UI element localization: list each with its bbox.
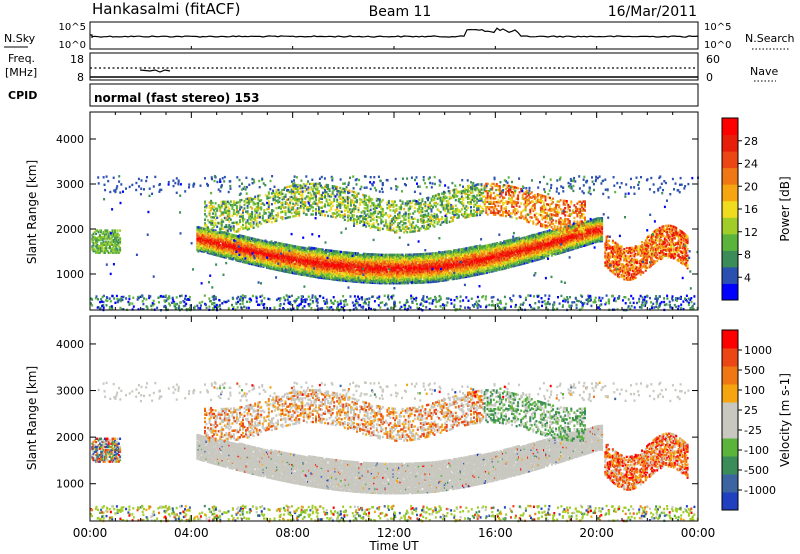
velocity-ylabel: Slant Range [km] [25,366,39,470]
velocity-colorbar-swatch [722,456,738,475]
noise-left-tick-top: 10^5 [59,22,86,33]
noise-right-tick-bottom: 10^0 [704,40,731,51]
beam-title: Beam 11 [369,4,432,20]
velocity-colorbar-swatch [722,330,738,349]
n-sky-label: N.Sky [4,32,36,45]
velocity-colorbar-swatch [722,474,738,493]
x-axis-label: Time UT [368,539,419,553]
nave-right-tick-top: 60 [706,53,720,66]
power-colorbar-swatch [722,134,738,152]
velocity-colorbar-tick: 100 [744,384,765,397]
velocity-colorbar-swatch [722,438,738,457]
power-colorbar-swatch [722,151,738,169]
freq-panel: Freq. [MHz] 18 8 60 0 Nave [5,52,778,84]
power-colorbar-tick: 28 [744,135,758,148]
velocity-colorbar-label: Velocity [m s-1] [778,373,792,467]
cpid-label: CPID [8,89,37,102]
power-colorbar-swatch [722,118,738,136]
power-ytick-label: 3000 [56,178,84,191]
power-ytick-label: 2000 [56,223,84,236]
noise-right-tick-top: 10^5 [704,22,731,33]
velocity-colorbar-swatch [722,384,738,403]
power-colorbar-tick: 4 [744,271,751,284]
x-tick-label: 08:00 [275,526,310,540]
power-colorbar-tick: 20 [744,180,758,193]
power-colorbar-swatch [722,184,738,202]
x-tick-label: 00:00 [681,526,716,540]
date-title: 16/Mar/2011 [608,4,697,20]
velocity-ytick-label: 4000 [56,338,84,351]
power-ytick-label: 1000 [56,268,84,281]
power-panel: 1000 2000 3000 4000 Slant Range [km] 28 24 20… [25,111,792,312]
power-colorbar-swatch [722,283,738,301]
power-colorbar-tick: 16 [744,203,758,216]
velocity-colorbar-swatch [722,348,738,367]
velocity-colorbar-tick: -25 [744,424,762,437]
x-tick-label: 00:00 [73,526,108,540]
power-colorbar-swatch [722,233,738,251]
freq-unit-label: [MHz] [5,66,37,79]
velocity-ytick-label: 1000 [56,478,84,491]
power-colorbar-swatch [722,217,738,235]
velocity-colorbar-swatch [722,492,738,511]
noise-left-tick-bottom: 10^0 [59,40,86,51]
power-colorbar-swatch [722,167,738,185]
power-colorbar-swatch [722,250,738,268]
velocity-ytick-label: 2000 [56,431,84,444]
x-tick-label: 04:00 [174,526,209,540]
power-colorbar-tick: 8 [744,249,751,262]
n-search-label: N.Search [745,32,795,45]
station-title: Hankasalmi (fitACF) [92,0,240,18]
velocity-colorbar-tick: 1000 [744,344,772,357]
freq-left-tick-bottom: 8 [77,71,84,84]
freq-label: Freq. [8,52,35,65]
x-tick-label: 16:00 [478,526,513,540]
velocity-colorbar-tick: -500 [744,464,769,477]
cpid-text: normal (fast stereo) 153 [94,91,260,105]
noise-panel: N.Sky 10^5 10^0 10^5 10^0 N.Search [4,21,795,51]
velocity-ytick-label: 3000 [56,385,84,398]
velocity-colorbar-tick: 500 [744,364,765,377]
nave-right-tick-bottom: 0 [706,71,713,84]
velocity-panel: 1000 2000 3000 4000 Slant Range [km] 1000 50… [25,315,792,523]
x-tick-label: 20:00 [579,526,614,540]
power-ytick-label: 4000 [56,133,84,146]
cpid-row: CPID normal (fast stereo) 153 [8,83,699,107]
power-colorbar-tick: 24 [744,158,758,171]
power-colorbar-swatch [722,266,738,284]
freq-left-tick-top: 18 [70,53,84,66]
velocity-colorbar-tick: 25 [744,404,758,417]
power-colorbar-tick: 12 [744,226,758,239]
velocity-colorbar-tick: -1000 [744,484,776,497]
velocity-colorbar-swatch [722,366,738,385]
power-colorbar-label: Power [dB] [778,176,792,241]
velocity-colorbar-swatch [722,402,738,421]
velocity-colorbar-swatch [722,420,738,439]
power-ylabel: Slant Range [km] [25,160,39,264]
nave-label: Nave [750,65,778,78]
power-colorbar-swatch [722,200,738,218]
x-tick-label: 12:00 [377,526,412,540]
velocity-colorbar-tick: -100 [744,444,769,457]
